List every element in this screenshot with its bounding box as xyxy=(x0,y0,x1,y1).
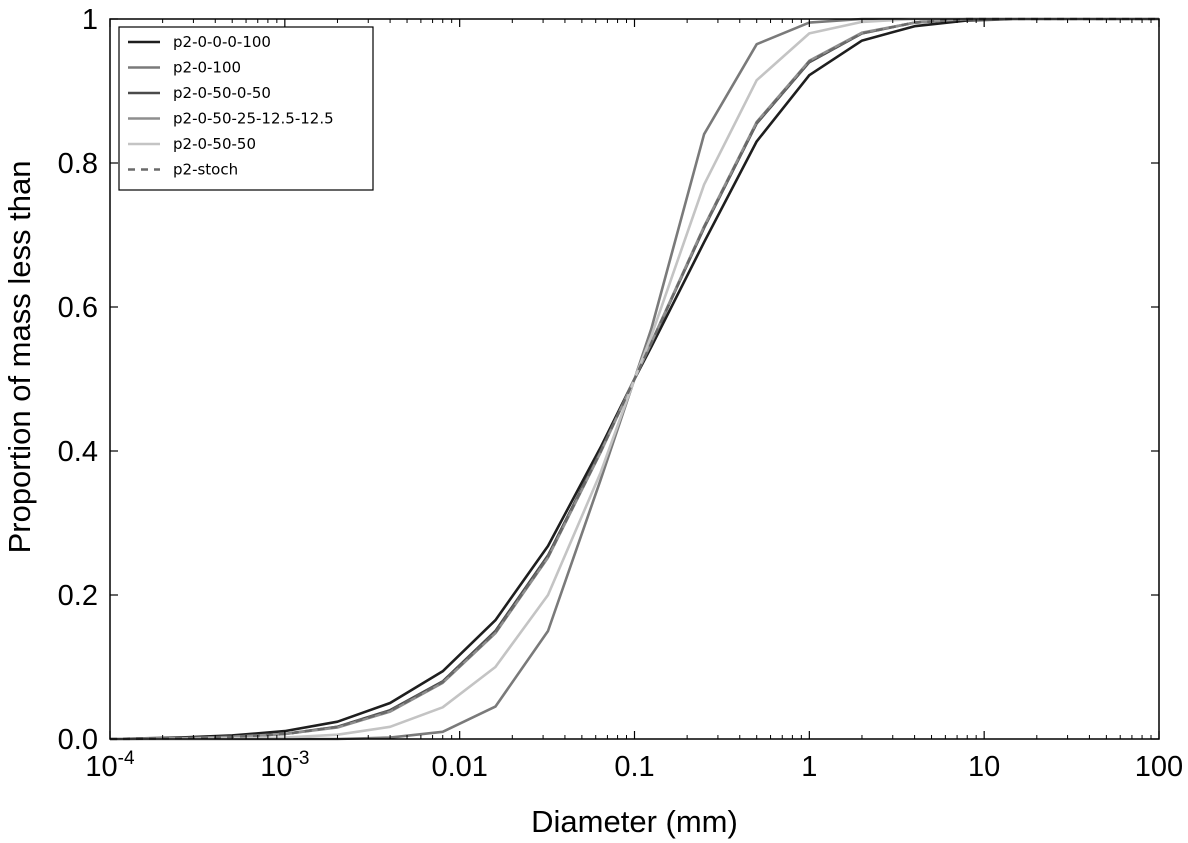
y-axis-title: Proportion of mass less than xyxy=(2,161,37,554)
legend-label: p2-0-50-50 xyxy=(173,135,256,153)
axis-ticks xyxy=(109,18,1160,740)
y-tick-label: 0.8 xyxy=(58,148,98,180)
legend-label: p2-stoch xyxy=(173,161,238,179)
x-tick-label: 10 xyxy=(968,751,1000,783)
y-tick-label: 0.4 xyxy=(58,436,98,468)
x-tick-label: 0.1 xyxy=(614,751,654,783)
x-tick-label: 10-3 xyxy=(260,748,309,783)
x-tick-label: 100 xyxy=(1135,751,1183,783)
legend-box xyxy=(118,26,374,191)
y-tick-label: 1 xyxy=(82,4,98,36)
y-tick-label: 0.2 xyxy=(58,580,98,612)
x-tick-label: 10-4 xyxy=(85,748,135,783)
x-axis-title: Diameter (mm) xyxy=(531,804,738,839)
legend-label: p2-0-50-25-12.5-12.5 xyxy=(173,110,334,128)
y-tick-label: 0.0 xyxy=(58,724,98,756)
x-tick-label: 0.01 xyxy=(431,751,487,783)
x-tick-label: 1 xyxy=(801,751,817,783)
y-tick-label: 0.6 xyxy=(58,292,98,324)
axis-tick-labels: 0.0 0.2 0.4 0.6 0.8 1 10-4 10-3 0.01 0.1 1 10 100 xyxy=(58,4,1184,783)
legend-label: p2-0-0-0-100 xyxy=(173,33,271,51)
legend-label: p2-0-50-0-50 xyxy=(173,84,271,102)
legend: p2-0-0-0-100 p2-0-100 p2-0-50-0-50 p2-0-50-… xyxy=(118,26,374,191)
legend-label: p2-0-100 xyxy=(173,59,241,77)
